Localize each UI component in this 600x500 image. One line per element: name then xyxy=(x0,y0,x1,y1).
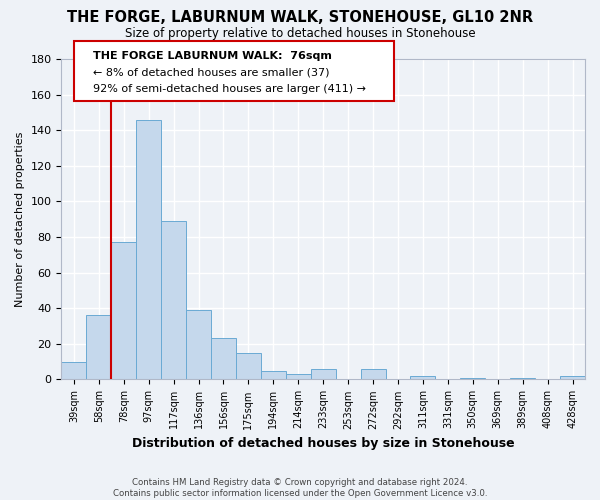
Bar xyxy=(361,369,386,380)
X-axis label: Distribution of detached houses by size in Stonehouse: Distribution of detached houses by size … xyxy=(132,437,515,450)
Text: Size of property relative to detached houses in Stonehouse: Size of property relative to detached ho… xyxy=(125,28,475,40)
Y-axis label: Number of detached properties: Number of detached properties xyxy=(15,132,25,307)
Bar xyxy=(111,242,136,380)
Bar xyxy=(261,370,286,380)
Bar xyxy=(161,221,186,380)
Text: ← 8% of detached houses are smaller (37): ← 8% of detached houses are smaller (37) xyxy=(93,68,329,78)
Bar xyxy=(560,376,585,380)
Bar xyxy=(460,378,485,380)
Bar xyxy=(186,310,211,380)
Bar xyxy=(211,338,236,380)
Bar xyxy=(510,378,535,380)
Bar xyxy=(136,120,161,380)
Text: 92% of semi-detached houses are larger (411) →: 92% of semi-detached houses are larger (… xyxy=(93,84,366,94)
FancyBboxPatch shape xyxy=(74,42,394,100)
Bar xyxy=(86,316,111,380)
Bar xyxy=(61,362,86,380)
Text: Contains HM Land Registry data © Crown copyright and database right 2024.
Contai: Contains HM Land Registry data © Crown c… xyxy=(113,478,487,498)
Text: THE FORGE, LABURNUM WALK, STONEHOUSE, GL10 2NR: THE FORGE, LABURNUM WALK, STONEHOUSE, GL… xyxy=(67,10,533,25)
Bar xyxy=(236,352,261,380)
Bar xyxy=(311,369,335,380)
Text: THE FORGE LABURNUM WALK:  76sqm: THE FORGE LABURNUM WALK: 76sqm xyxy=(93,51,332,61)
Bar xyxy=(410,376,436,380)
Bar xyxy=(286,374,311,380)
